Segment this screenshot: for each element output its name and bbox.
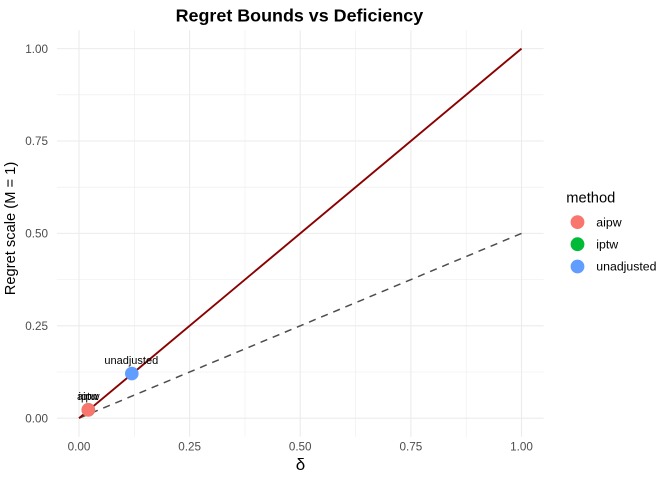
svg-text:Regret scale (M = 1): Regret scale (M = 1) [3,162,19,295]
svg-text:0.25: 0.25 [178,441,201,454]
svg-text:δ: δ [296,455,305,474]
svg-text:0.50: 0.50 [289,441,312,454]
svg-text:0.75: 0.75 [400,441,423,454]
svg-text:1.00: 1.00 [25,43,48,56]
svg-text:1.00: 1.00 [510,441,533,454]
svg-text:iptw: iptw [596,237,618,251]
svg-text:unadjusted: unadjusted [596,260,656,274]
svg-text:aipw: aipw [596,215,621,229]
svg-text:0.50: 0.50 [25,228,48,241]
svg-text:0.00: 0.00 [25,412,48,425]
svg-text:Regret Bounds vs Deficiency: Regret Bounds vs Deficiency [176,5,424,25]
svg-text:method: method [566,191,615,207]
svg-text:unadjusted: unadjusted [104,355,158,367]
svg-text:aipw: aipw [77,391,100,403]
svg-text:0.75: 0.75 [25,135,48,148]
svg-text:0.25: 0.25 [25,320,48,333]
svg-text:0.00: 0.00 [68,441,91,454]
svg-text:iptw: iptw [79,391,99,403]
